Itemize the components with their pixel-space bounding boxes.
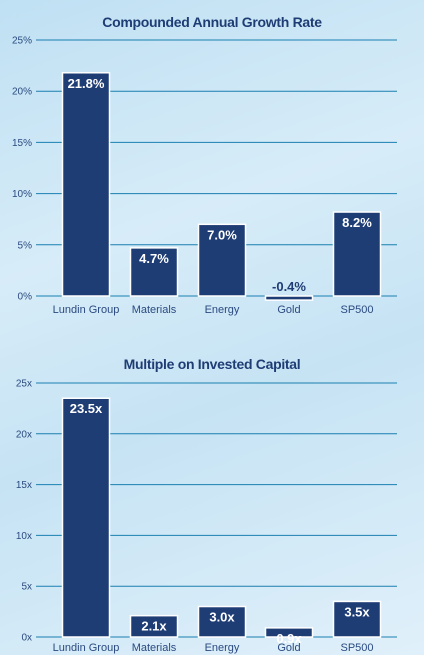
moic-bar-sp500	[332, 600, 382, 638]
moic-category-label-gold: Gold	[277, 642, 300, 654]
cagr-category-label-lundin: Lundin Group	[53, 304, 120, 316]
cagr-data-label-gold: -0.4%	[272, 279, 306, 294]
cagr-bar-chart: 0% 5% 10% 15% 20% 25% 21.8% Lundin Group 4.7% Mat…	[12, 36, 397, 316]
moic-bar-materials	[129, 614, 179, 638]
moic-category-label-energy: Energy	[205, 642, 240, 654]
cagr-bar-sp500	[332, 211, 382, 297]
cagr-category-label-gold: Gold	[277, 304, 300, 316]
moic-bar-gold	[264, 627, 314, 638]
moic-data-label-energy: 3.0x	[209, 610, 235, 625]
cagr-y-tick-label: 5%	[18, 240, 33, 251]
cagr-bar-gold	[264, 295, 314, 301]
chart-title-moic: Multiple on Invested Capital	[123, 356, 301, 372]
moic-data-label-materials: 2.1x	[141, 619, 167, 634]
moic-category-label-materials: Materials	[132, 642, 177, 654]
moic-data-label-sp500: 3.5x	[344, 604, 370, 619]
moic-y-tick-label: 0x	[21, 633, 32, 644]
chart-title-cagr: Compounded Annual Growth Rate	[102, 14, 322, 30]
cagr-data-label-lundin: 21.8%	[68, 76, 105, 91]
cagr-data-label-materials: 4.7%	[139, 251, 169, 266]
moic-y-tick-label: 10x	[16, 531, 32, 542]
moic-y-tick-label: 5x	[21, 582, 32, 593]
cagr-y-tick-label: 15%	[12, 138, 32, 149]
moic-category-label-sp500: SP500	[340, 642, 373, 654]
moic-y-tick-label: 20x	[16, 429, 32, 440]
moic-bar-energy	[197, 605, 247, 638]
cagr-y-tick-label: 20%	[12, 87, 32, 98]
cagr-category-label-materials: Materials	[132, 304, 177, 316]
cagr-bar-materials	[129, 247, 179, 297]
moic-bar-lundin	[61, 397, 111, 638]
cagr-category-label-sp500: SP500	[340, 304, 373, 316]
moic-category-label-lundin: Lundin Group	[53, 642, 120, 654]
moic-data-label-lundin: 23.5x	[70, 401, 103, 416]
moic-data-label-gold: 0.9x	[276, 631, 302, 646]
cagr-bar-energy	[197, 223, 247, 297]
moic-y-tick-label: 25x	[16, 379, 32, 390]
cagr-data-label-sp500: 8.2%	[342, 215, 372, 230]
cagr-category-label-energy: Energy	[205, 304, 240, 316]
cagr-y-tick-label: 25%	[12, 36, 32, 47]
moic-y-tick-label: 15x	[16, 480, 32, 491]
cagr-y-tick-label: 10%	[12, 189, 32, 200]
cagr-data-label-energy: 7.0%	[207, 227, 237, 242]
cagr-bar-lundin	[61, 72, 111, 297]
cagr-y-tick-label: 0%	[18, 292, 33, 303]
